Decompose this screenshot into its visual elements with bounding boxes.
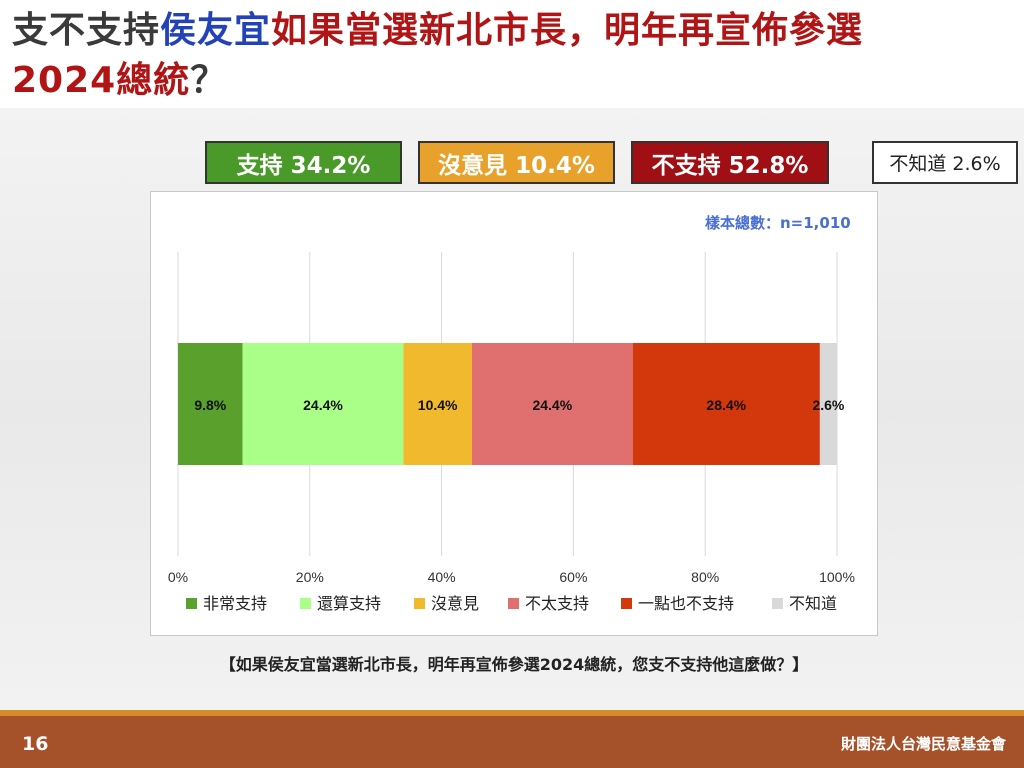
title-part-2: 侯友宜: [160, 10, 272, 51]
data-label: 28.4%: [706, 397, 746, 413]
data-label: 10.4%: [418, 397, 458, 413]
survey-question: 【如果侯友宜當選新北市長，明年再宣佈參選2024總統，您支不支持他這麼做？】: [219, 655, 809, 674]
legend-label: 不知道: [789, 594, 837, 613]
title-area: 支不支持侯友宜如果當選新北市長，明年再宣佈參選 2024總統？: [0, 0, 1024, 108]
summary-oppose-box: 不支持 52.8%: [631, 141, 829, 184]
title-part-3: 如果當選新北市長，明年再宣佈參選: [271, 10, 864, 51]
footer-stripe: [0, 710, 1024, 716]
x-tick-label: 40%: [428, 569, 456, 585]
legend-label: 不太支持: [525, 594, 589, 613]
legend-label: 沒意見: [431, 594, 479, 613]
legend-swatch: [621, 598, 632, 609]
data-label: 24.4%: [303, 397, 343, 413]
legend-label: 非常支持: [203, 594, 267, 613]
x-tick-label: 80%: [691, 569, 719, 585]
legend-label: 一點也不支持: [638, 594, 734, 613]
x-tick-label: 0%: [168, 569, 188, 585]
x-tick-label: 100%: [819, 569, 855, 585]
sample-size-note: 樣本總數：n=1,010: [705, 214, 851, 232]
summary-unknown-box: 不知道 2.6%: [872, 141, 1018, 184]
summary-support-box: 支持 34.2%: [205, 141, 402, 184]
summary-no-opinion-box: 沒意見 10.4%: [418, 141, 615, 184]
data-label: 2.6%: [812, 397, 844, 413]
legend-swatch: [772, 598, 783, 609]
title-part-1: 支不支持: [12, 10, 161, 51]
footer-bar: [0, 716, 1024, 768]
title-part-5: ？: [190, 60, 228, 101]
bar-segment: [632, 343, 820, 465]
organization-name: 財團法人台灣民意基金會: [840, 735, 1006, 753]
bar-segment: [242, 343, 404, 465]
legend-label: 還算支持: [317, 594, 381, 613]
data-label: 24.4%: [532, 397, 572, 413]
bar-segment: [403, 343, 472, 465]
bar-segment: [178, 343, 243, 465]
legend-swatch: [508, 598, 519, 609]
data-label: 9.8%: [194, 397, 226, 413]
bar-segment: [819, 343, 837, 465]
x-tick-label: 60%: [559, 569, 587, 585]
legend-swatch: [300, 598, 311, 609]
legend-swatch: [186, 598, 197, 609]
legend-swatch: [414, 598, 425, 609]
page-number: 16: [22, 733, 49, 755]
title-part-4: 2024總統: [12, 60, 191, 101]
bar-segment: [471, 343, 633, 465]
x-tick-label: 20%: [296, 569, 324, 585]
page-title: 支不支持侯友宜如果當選新北市長，明年再宣佈參選 2024總統？: [12, 6, 1012, 106]
